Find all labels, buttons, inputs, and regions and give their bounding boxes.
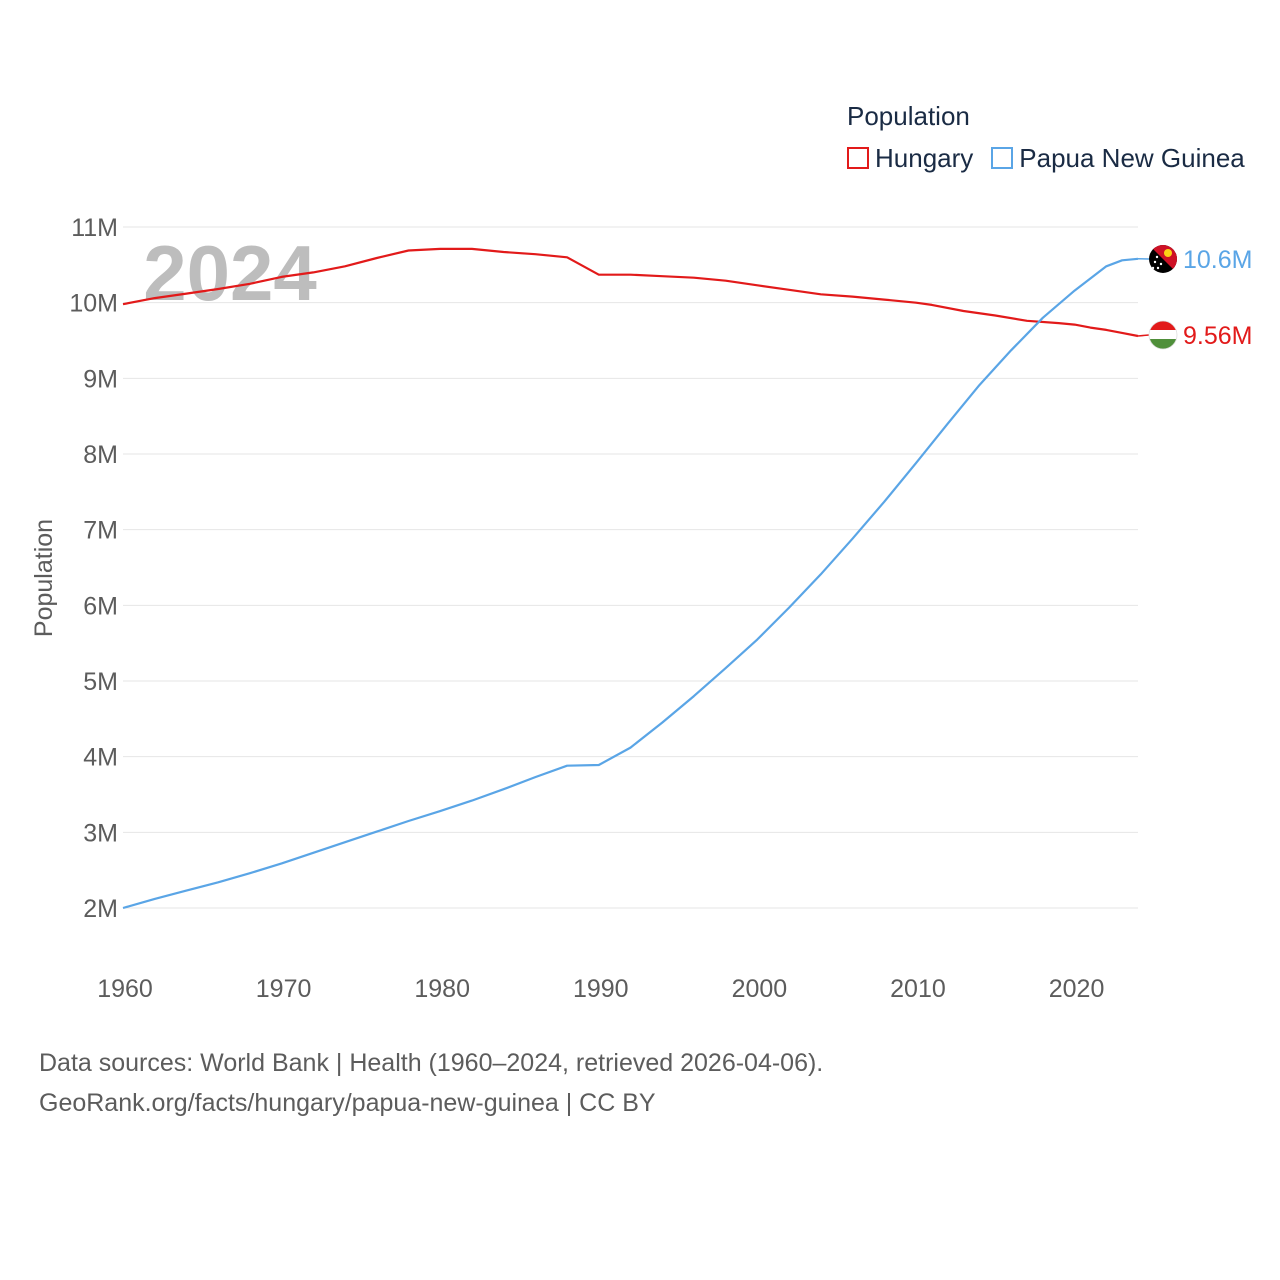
data-sources-text: Data sources: World Bank | Health (1960–… xyxy=(39,1049,824,1077)
flag-bird xyxy=(1164,249,1172,257)
legend: Population Hungary Papua New Guinea xyxy=(847,100,1263,174)
x-tick-label: 1990 xyxy=(573,975,629,1003)
y-tick-label: 11M xyxy=(71,214,118,242)
flag-star xyxy=(1156,266,1160,270)
source-link[interactable]: GeoRank.org/facts/hungary/papua-new-guin… xyxy=(39,1089,656,1117)
y-tick-label: 8M xyxy=(83,441,118,469)
y-tick-label: 7M xyxy=(83,517,118,545)
y-tick-label: 2M xyxy=(83,895,118,923)
legend-label-hungary: Hungary xyxy=(875,143,974,173)
y-tick-label: 9M xyxy=(83,365,118,393)
y-tick-label: 6M xyxy=(83,592,118,620)
x-tick-label: 1960 xyxy=(97,975,153,1003)
flag-stripe xyxy=(1149,321,1177,331)
end-label-papua-new-guinea: 10.6M xyxy=(1183,246,1252,274)
year-watermark: 2024 xyxy=(143,229,317,317)
y-axis-label: Population xyxy=(30,519,58,637)
y-tick-label: 3M xyxy=(83,819,118,847)
y-tick-label: 5M xyxy=(83,668,118,696)
legend-swatch-hungary xyxy=(847,147,869,169)
series-line-hungary xyxy=(122,247,1139,338)
flag-stripe xyxy=(1149,330,1177,340)
flag-stripe xyxy=(1149,339,1177,349)
x-tick-label: 2020 xyxy=(1049,975,1105,1003)
footer: Data sources: World Bank | Health (1960–… xyxy=(39,1043,823,1123)
x-tick-label: 2000 xyxy=(732,975,788,1003)
y-tick-label: 10M xyxy=(69,290,118,318)
x-tick-label: 1980 xyxy=(414,975,470,1003)
legend-swatch-papua-new-guinea xyxy=(991,147,1014,169)
x-tick-label: 1970 xyxy=(256,975,312,1003)
end-connector-hungary xyxy=(1137,334,1150,337)
end-label-hungary: 9.56M xyxy=(1183,322,1252,350)
flag-outline xyxy=(1148,320,1178,350)
legend-label-papua-new-guinea: Papua New Guinea xyxy=(1019,143,1245,173)
flag-star xyxy=(1159,262,1163,266)
x-tick-label: 2010 xyxy=(890,975,946,1003)
papua-new-guinea-flag-icon xyxy=(1149,245,1177,273)
flag-star xyxy=(1153,260,1157,264)
legend-item-hungary[interactable]: Hungary xyxy=(847,142,973,174)
hungary-flag-icon xyxy=(1148,320,1178,350)
series-line-papua-new-guinea xyxy=(122,257,1139,910)
flag-star xyxy=(1151,266,1155,270)
legend-item-papua-new-guinea[interactable]: Papua New Guinea xyxy=(991,142,1245,174)
y-tick-label: 4M xyxy=(83,744,118,772)
flag-star xyxy=(1155,255,1159,259)
legend-title: Population xyxy=(847,101,970,131)
